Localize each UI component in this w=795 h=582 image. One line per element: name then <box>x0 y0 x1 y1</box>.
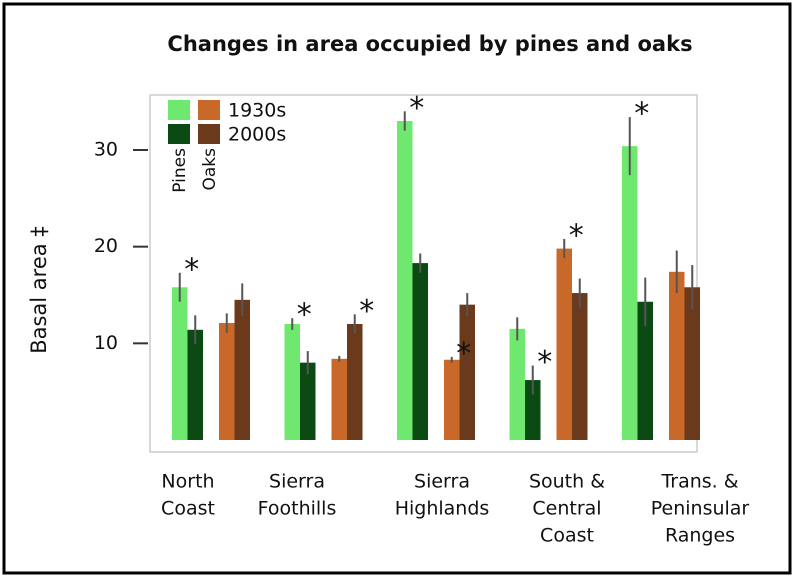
legend-swatch <box>168 124 190 144</box>
x-tick-label: Coast <box>540 525 594 547</box>
legend-label: 2000s <box>228 124 286 146</box>
significance-star: * <box>634 97 649 132</box>
bar <box>300 362 316 440</box>
legend-swatch <box>198 100 220 120</box>
bar <box>347 324 363 440</box>
y-tick-label: 20 <box>94 235 118 257</box>
bar <box>219 323 235 440</box>
significance-star: * <box>537 345 552 380</box>
x-tick-label: South & <box>529 471 605 493</box>
x-tick-label: Foothills <box>258 498 337 520</box>
bar <box>397 121 413 440</box>
y-axis-label: Basal area ‡ <box>27 226 51 354</box>
bar <box>444 359 460 440</box>
x-tick-label: Coast <box>161 498 215 520</box>
significance-star: * <box>184 252 199 287</box>
x-tick-label: Sierra <box>414 471 470 493</box>
legend-group-label: Pines <box>170 148 190 193</box>
bar <box>622 146 638 440</box>
bar <box>234 299 250 440</box>
bar <box>187 329 203 440</box>
bar <box>172 287 188 440</box>
bar <box>412 263 428 440</box>
legend-label: 1930s <box>228 100 286 122</box>
bar <box>459 304 475 440</box>
x-tick-label: Central <box>532 498 601 520</box>
bar <box>525 380 541 440</box>
bar <box>572 293 588 440</box>
significance-star: * <box>456 336 471 371</box>
bar <box>637 301 653 440</box>
significance-star: * <box>409 91 424 126</box>
significance-star: * <box>297 298 312 333</box>
bar <box>556 248 572 440</box>
bar <box>684 287 700 440</box>
x-tick-label: Trans. & <box>660 471 738 493</box>
legend-swatch <box>198 124 220 144</box>
bar <box>669 271 685 440</box>
bar <box>284 324 300 440</box>
significance-star: * <box>359 294 374 329</box>
y-tick-label: 30 <box>94 139 118 161</box>
x-tick-label: Highlands <box>395 498 490 520</box>
plot-frame <box>149 94 698 453</box>
bar <box>331 358 347 440</box>
x-tick-label: Ranges <box>665 525 735 547</box>
y-tick-label: 10 <box>94 332 118 354</box>
chart-title: Changes in area occupied by pines and oa… <box>167 32 692 56</box>
x-tick-label: Sierra <box>269 471 325 493</box>
bar <box>509 328 525 440</box>
x-tick-label: North <box>161 471 214 493</box>
x-tick-label: Peninsular <box>651 498 750 520</box>
significance-star: * <box>569 218 584 253</box>
legend-group-label: Oaks <box>200 148 220 191</box>
legend-swatch <box>168 100 190 120</box>
